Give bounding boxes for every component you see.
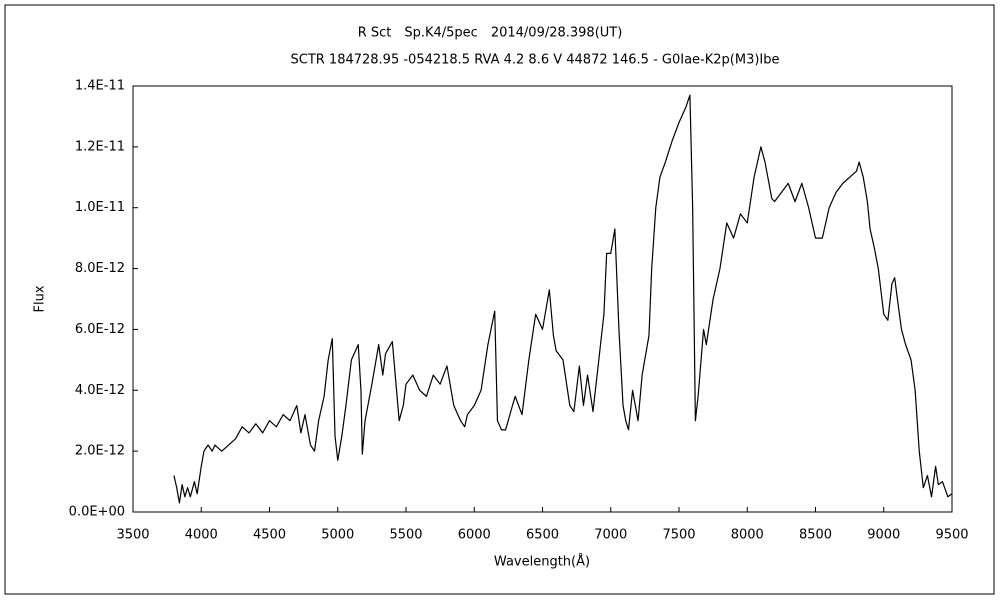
y-tick-label: 2.0E-12 bbox=[75, 444, 125, 459]
spectrum-line bbox=[173, 94, 953, 504]
y-tick-label: 1.0E-11 bbox=[75, 200, 125, 215]
x-tick-label: 6000 bbox=[458, 528, 491, 543]
x-tick-label: 4000 bbox=[185, 528, 218, 543]
y-tick-label: 8.0E-12 bbox=[75, 261, 125, 276]
outer-frame bbox=[4, 4, 995, 595]
chart-subtitle: SCTR 184728.95 -054218.5 RVA 4.2 8.6 V 4… bbox=[290, 53, 779, 68]
x-tick-label: 8500 bbox=[799, 528, 832, 543]
y-tick-label: 1.4E-11 bbox=[75, 79, 125, 94]
x-tick-label: 3500 bbox=[116, 528, 149, 543]
x-axis-label: Wavelength(Å) bbox=[494, 554, 590, 570]
plot-frame bbox=[132, 85, 953, 513]
y-tick-label: 4.0E-12 bbox=[75, 383, 125, 398]
y-axis-label: Flux bbox=[33, 285, 48, 312]
y-tick-label: 0.0E+00 bbox=[69, 505, 125, 520]
chart-title: R Sct Sp.K4/5pec 2014/09/28.398(UT) bbox=[358, 26, 623, 41]
x-tick-label: 7500 bbox=[662, 528, 695, 543]
x-tick-label: 7000 bbox=[594, 528, 627, 543]
x-tick-label: 4500 bbox=[253, 528, 286, 543]
x-tick-label: 5000 bbox=[321, 528, 354, 543]
x-tick-label: 9000 bbox=[867, 528, 900, 543]
x-tick-label: 6500 bbox=[526, 528, 559, 543]
x-tick-label: 5500 bbox=[389, 528, 422, 543]
y-tick-label: 1.2E-11 bbox=[75, 139, 125, 154]
x-tick-label: 8000 bbox=[731, 528, 764, 543]
x-tick-label: 9500 bbox=[935, 528, 968, 543]
y-tick-label: 6.0E-12 bbox=[75, 322, 125, 337]
